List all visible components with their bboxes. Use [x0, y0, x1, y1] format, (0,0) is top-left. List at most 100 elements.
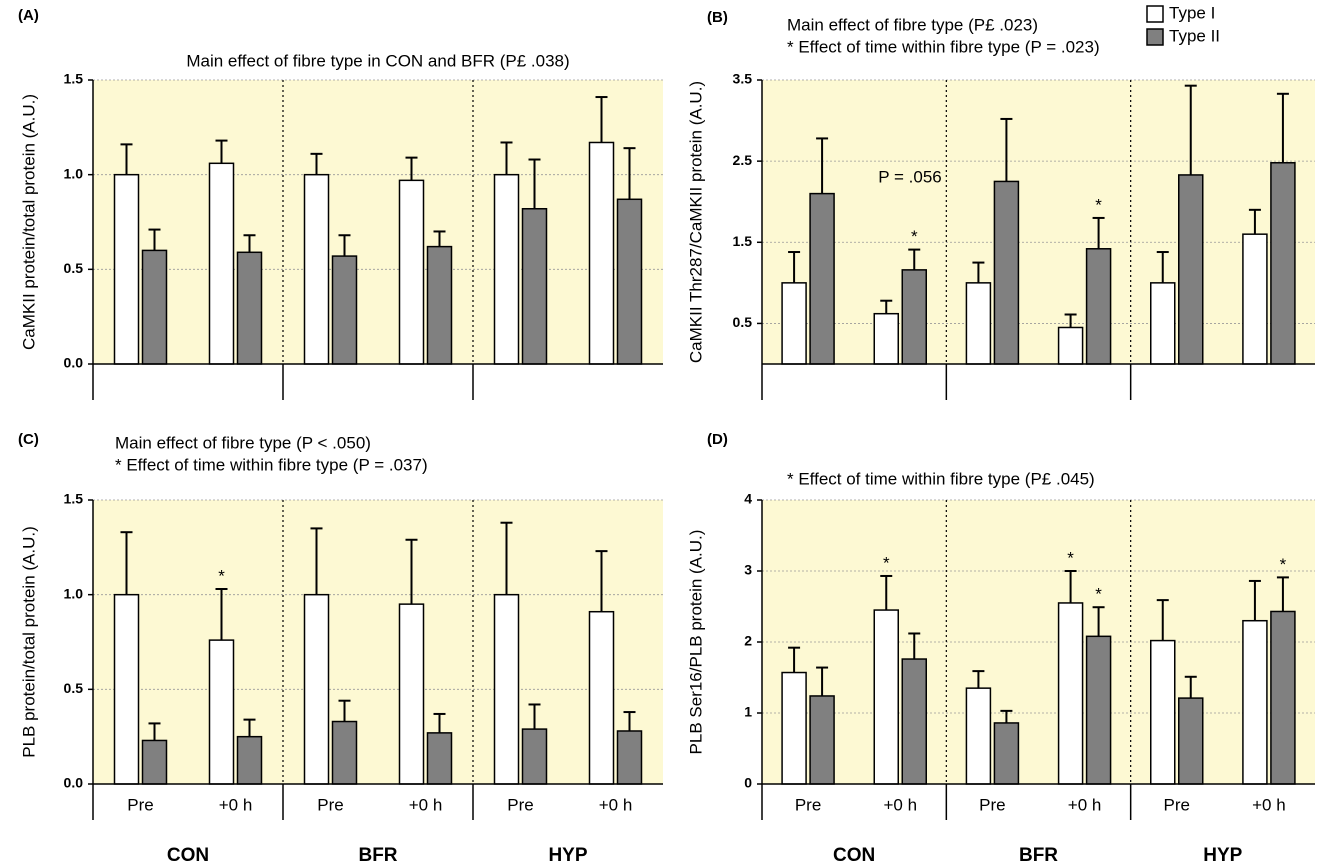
annotation: P = .056: [878, 167, 942, 186]
bar: [398, 603, 425, 785]
y-tick-label: 1: [744, 704, 752, 720]
bar: [1270, 610, 1296, 785]
group-label: CON: [167, 845, 209, 866]
significance-marker: *: [883, 553, 890, 572]
x-tick-label: Pre: [795, 795, 821, 814]
x-tick-label: +0 h: [883, 795, 917, 814]
chart-title: Main effect of fibre type (P < .050): [115, 433, 371, 452]
bar: [521, 728, 548, 785]
y-tick-label: 0: [744, 775, 752, 791]
chart-title: Main effect of fibre type in CON and BFR…: [186, 51, 569, 70]
x-tick-label: +0 h: [219, 795, 253, 814]
bar: [236, 251, 263, 365]
bar: [426, 732, 453, 785]
bar: [141, 249, 168, 365]
significance-marker: *: [1095, 195, 1102, 214]
bar: [1085, 635, 1112, 785]
y-tick-label: 1.0: [64, 585, 84, 601]
significance-marker: *: [911, 227, 918, 246]
y-tick-label: 4: [744, 491, 752, 507]
bar: [398, 179, 425, 365]
x-tick-label: +0 h: [1252, 795, 1286, 814]
bar: [901, 269, 927, 365]
y-tick-label: 0.5: [64, 260, 84, 276]
bar: [616, 730, 643, 785]
y-axis-label: PLB protein/total protein (A.U.): [19, 526, 38, 758]
group-label: BFR: [358, 845, 397, 866]
plot-background: [93, 500, 663, 784]
x-tick-label: +0 h: [409, 795, 443, 814]
x-tick-label: Pre: [1164, 795, 1190, 814]
y-axis-label: CaMKII protein/total protein (A.U.): [19, 94, 38, 350]
significance-marker: *: [1280, 555, 1287, 574]
legend-swatch: [1146, 5, 1164, 23]
chart-title: Main effect of fibre type (P£ .023): [787, 15, 1038, 34]
bar: [993, 180, 1020, 365]
plot-background: [93, 80, 663, 364]
panel-label: (D): [707, 431, 728, 448]
x-tick-label: +0 h: [599, 795, 633, 814]
y-tick-label: 2.5: [733, 152, 753, 168]
y-axis-label: PLB Ser16/PLB protein (A.U.): [686, 530, 705, 755]
plot-background: [762, 80, 1315, 364]
y-tick-label: 3.5: [733, 71, 753, 87]
bar: [141, 739, 168, 785]
y-tick-label: 3: [744, 562, 752, 578]
chart-subtitle: * Effect of time within fibre type (P = …: [115, 455, 428, 474]
bar: [1242, 233, 1268, 365]
y-tick-label: 1.5: [733, 233, 753, 249]
panel-label: (B): [707, 9, 728, 26]
bar: [236, 735, 263, 785]
y-tick-label: 0.5: [64, 680, 84, 696]
legend-label: Type II: [1169, 26, 1220, 45]
bar: [809, 695, 835, 785]
bar: [873, 609, 899, 785]
bar: [493, 173, 520, 365]
significance-marker: *: [218, 566, 225, 585]
y-tick-label: 2: [744, 633, 752, 649]
legend-swatch: [1146, 28, 1164, 46]
x-tick-label: +0 h: [1068, 795, 1102, 814]
bar: [588, 141, 615, 365]
bar: [426, 245, 453, 365]
bar: [616, 198, 643, 365]
bar: [303, 173, 330, 365]
x-tick-label: Pre: [979, 795, 1005, 814]
bar: [1085, 248, 1112, 365]
bar: [331, 255, 358, 365]
x-tick-label: Pre: [317, 795, 343, 814]
group-label: CON: [833, 845, 875, 866]
bar: [809, 192, 835, 365]
panel-label: (C): [18, 431, 39, 448]
y-tick-label: 0.0: [64, 775, 84, 791]
bar: [521, 207, 548, 365]
bar: [1270, 162, 1296, 365]
bar: [993, 722, 1020, 785]
bar: [965, 687, 992, 785]
chart-subtitle: * Effect of time within fibre type (P = …: [787, 37, 1100, 56]
y-tick-label: 0.5: [733, 314, 753, 330]
y-tick-label: 1.5: [64, 71, 84, 87]
group-label: BFR: [1019, 845, 1058, 866]
y-tick-label: 1.0: [64, 165, 84, 181]
bar: [208, 162, 235, 365]
bar: [493, 593, 520, 785]
bar: [1178, 697, 1204, 785]
bar: [781, 671, 807, 785]
bar: [1057, 326, 1084, 365]
bar: [1150, 639, 1176, 785]
bar: [1150, 282, 1176, 365]
bar: [113, 593, 140, 785]
group-label: HYP: [548, 845, 587, 866]
legend-label: Type I: [1169, 3, 1215, 22]
bar: [1178, 174, 1204, 365]
x-tick-label: Pre: [507, 795, 533, 814]
y-tick-label: 0.0: [64, 355, 84, 371]
significance-marker: *: [1067, 548, 1074, 567]
panel-label: (A): [18, 7, 39, 24]
y-tick-label: 1.5: [64, 491, 84, 507]
bar: [1242, 619, 1268, 785]
y-axis-label: CaMKII Thr287/CaMKII protein (A.U.): [686, 81, 705, 363]
bar: [331, 720, 358, 785]
